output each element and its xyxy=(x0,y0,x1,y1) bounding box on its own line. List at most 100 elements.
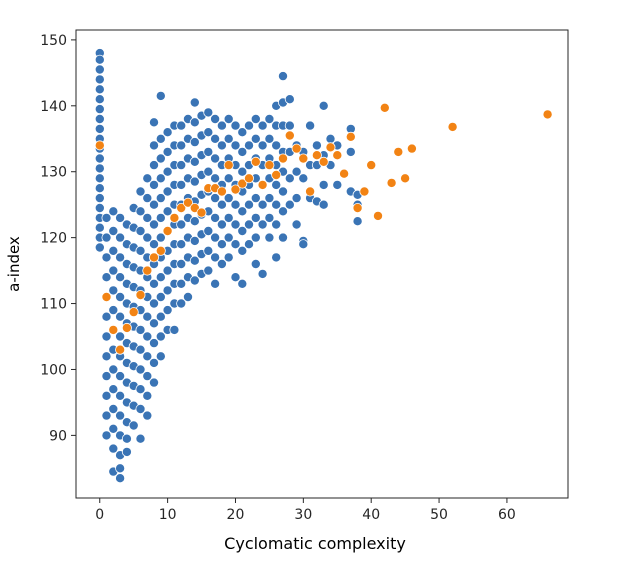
data-point-s1-263 xyxy=(250,212,261,223)
data-point-s1-163 xyxy=(176,140,187,151)
data-point-s1-165 xyxy=(176,179,187,190)
data-point-s1-258 xyxy=(250,114,261,125)
data-point-s1-24 xyxy=(101,272,112,283)
data-point-s1-37 xyxy=(108,285,119,296)
data-point-s1-273 xyxy=(264,114,275,125)
data-point-s2-24 xyxy=(257,179,268,190)
data-point-s1-219 xyxy=(216,120,227,131)
data-point-s1-34 xyxy=(108,225,119,236)
data-point-s1-255 xyxy=(243,199,254,210)
data-point-s1-182 xyxy=(189,97,200,108)
data-point-s1-60 xyxy=(115,463,126,474)
data-point-s1-121 xyxy=(148,298,159,309)
data-point-s1-43 xyxy=(108,403,119,414)
data-point-s1-97 xyxy=(135,384,146,395)
data-point-s1-135 xyxy=(155,291,166,302)
data-point-s1-279 xyxy=(264,232,275,243)
data-point-s1-240 xyxy=(230,219,241,230)
data-point-s1-74 xyxy=(121,446,132,457)
data-point-s1-123 xyxy=(148,338,159,349)
data-point-s1-186 xyxy=(189,176,200,187)
data-point-s1-129 xyxy=(155,173,166,184)
data-point-s1-11 xyxy=(94,153,105,164)
data-point-s2-27 xyxy=(277,153,288,164)
data-point-s1-12 xyxy=(94,163,105,174)
data-point-s1-324 xyxy=(345,146,356,157)
data-point-s2-21 xyxy=(237,178,248,189)
data-point-s1-47 xyxy=(115,212,126,223)
data-point-s1-203 xyxy=(203,146,214,157)
data-point-s1-41 xyxy=(108,364,119,375)
data-point-s1-33 xyxy=(108,206,119,217)
data-point-s1-202 xyxy=(203,127,214,138)
data-point-s1-42 xyxy=(108,384,119,395)
data-point-s2-23 xyxy=(250,156,261,167)
data-point-s1-233 xyxy=(223,232,234,243)
data-point-s1-256 xyxy=(243,219,254,230)
data-point-s1-98 xyxy=(135,403,146,414)
data-point-s1-303 xyxy=(291,193,302,204)
data-point-s1-26 xyxy=(101,311,112,322)
data-point-s1-215 xyxy=(210,212,221,223)
data-point-s1-308 xyxy=(298,239,309,250)
data-point-s1-250 xyxy=(237,278,248,289)
data-point-s1-88 xyxy=(135,206,146,217)
data-point-s1-114 xyxy=(148,160,159,171)
data-point-s1-137 xyxy=(155,331,166,342)
data-point-s2-39 xyxy=(359,186,370,197)
data-point-s1-265 xyxy=(250,258,261,269)
data-point-s1-28 xyxy=(101,351,112,362)
data-point-s1-56 xyxy=(115,390,126,401)
data-point-s1-36 xyxy=(108,265,119,276)
data-point-s1-31 xyxy=(101,410,112,421)
y-tick-label-5: 140 xyxy=(40,99,67,115)
data-point-s1-116 xyxy=(148,199,159,210)
data-point-s1-288 xyxy=(277,71,288,82)
data-point-s1-136 xyxy=(155,311,166,322)
data-point-s1-22 xyxy=(101,232,112,243)
data-point-s1-296 xyxy=(284,94,295,105)
data-point-s1-111 xyxy=(142,390,153,401)
x-tick-label-0: 0 xyxy=(95,507,104,523)
data-point-s2-11 xyxy=(169,212,180,223)
data-point-s1-50 xyxy=(115,272,126,283)
data-point-s1-16 xyxy=(94,202,105,213)
data-point-s1-170 xyxy=(176,278,187,289)
data-point-s1-147 xyxy=(162,265,173,276)
data-point-s2-20 xyxy=(230,184,241,195)
plot-frame xyxy=(75,29,569,499)
data-point-s1-266 xyxy=(257,120,268,131)
data-point-s2-45 xyxy=(400,173,411,184)
data-point-s1-226 xyxy=(216,258,227,269)
data-point-s1-306 xyxy=(298,173,309,184)
data-point-s1-149 xyxy=(162,305,173,316)
data-point-s1-23 xyxy=(101,252,112,263)
y-axis-label: a-index xyxy=(5,236,23,292)
data-point-s1-100 xyxy=(142,173,153,184)
data-point-s1-112 xyxy=(142,410,153,421)
data-point-s1-228 xyxy=(223,133,234,144)
data-point-s1-115 xyxy=(148,179,159,190)
y-tick-label-0: 90 xyxy=(49,428,67,444)
data-point-s1-234 xyxy=(223,252,234,263)
data-point-s1-130 xyxy=(155,193,166,204)
data-point-s2-4 xyxy=(121,322,132,333)
data-point-s1-217 xyxy=(210,252,221,263)
data-point-s1-227 xyxy=(223,114,234,125)
data-point-s1-73 xyxy=(121,433,132,444)
data-point-s1-110 xyxy=(142,371,153,382)
data-point-s2-19 xyxy=(223,160,234,171)
data-point-s1-8 xyxy=(94,123,105,134)
data-point-s2-5 xyxy=(128,307,139,318)
data-point-s1-257 xyxy=(243,239,254,250)
data-point-s1-248 xyxy=(237,225,248,236)
data-point-s1-167 xyxy=(176,219,187,230)
data-point-s1-245 xyxy=(237,166,248,177)
data-point-s2-8 xyxy=(148,252,159,263)
data-point-s1-297 xyxy=(284,120,295,131)
data-point-s1-259 xyxy=(250,133,261,144)
data-point-s1-262 xyxy=(250,193,261,204)
y-tick-label-3: 120 xyxy=(40,231,67,247)
data-point-s1-134 xyxy=(155,272,166,283)
data-point-s1-225 xyxy=(216,239,227,250)
